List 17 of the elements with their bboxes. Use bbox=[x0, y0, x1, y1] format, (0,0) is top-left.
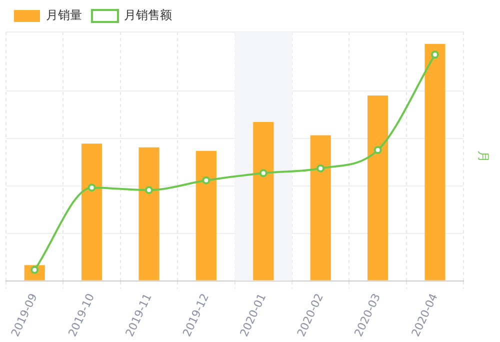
bar bbox=[424, 44, 446, 280]
point bbox=[431, 50, 439, 59]
point bbox=[145, 186, 153, 194]
point bbox=[88, 184, 96, 192]
bar bbox=[138, 147, 160, 280]
legend-label: 月销量 bbox=[46, 8, 82, 22]
point bbox=[316, 164, 325, 172]
point bbox=[202, 176, 210, 184]
point bbox=[374, 146, 382, 154]
y2-axis-title: 月 bbox=[476, 150, 491, 162]
bar bbox=[253, 122, 274, 280]
bar bbox=[310, 135, 331, 280]
bar bbox=[196, 150, 216, 280]
legend-label: 月销售额 bbox=[124, 8, 172, 22]
point bbox=[259, 169, 268, 178]
bar bbox=[368, 95, 388, 280]
bar bbox=[82, 144, 102, 280]
